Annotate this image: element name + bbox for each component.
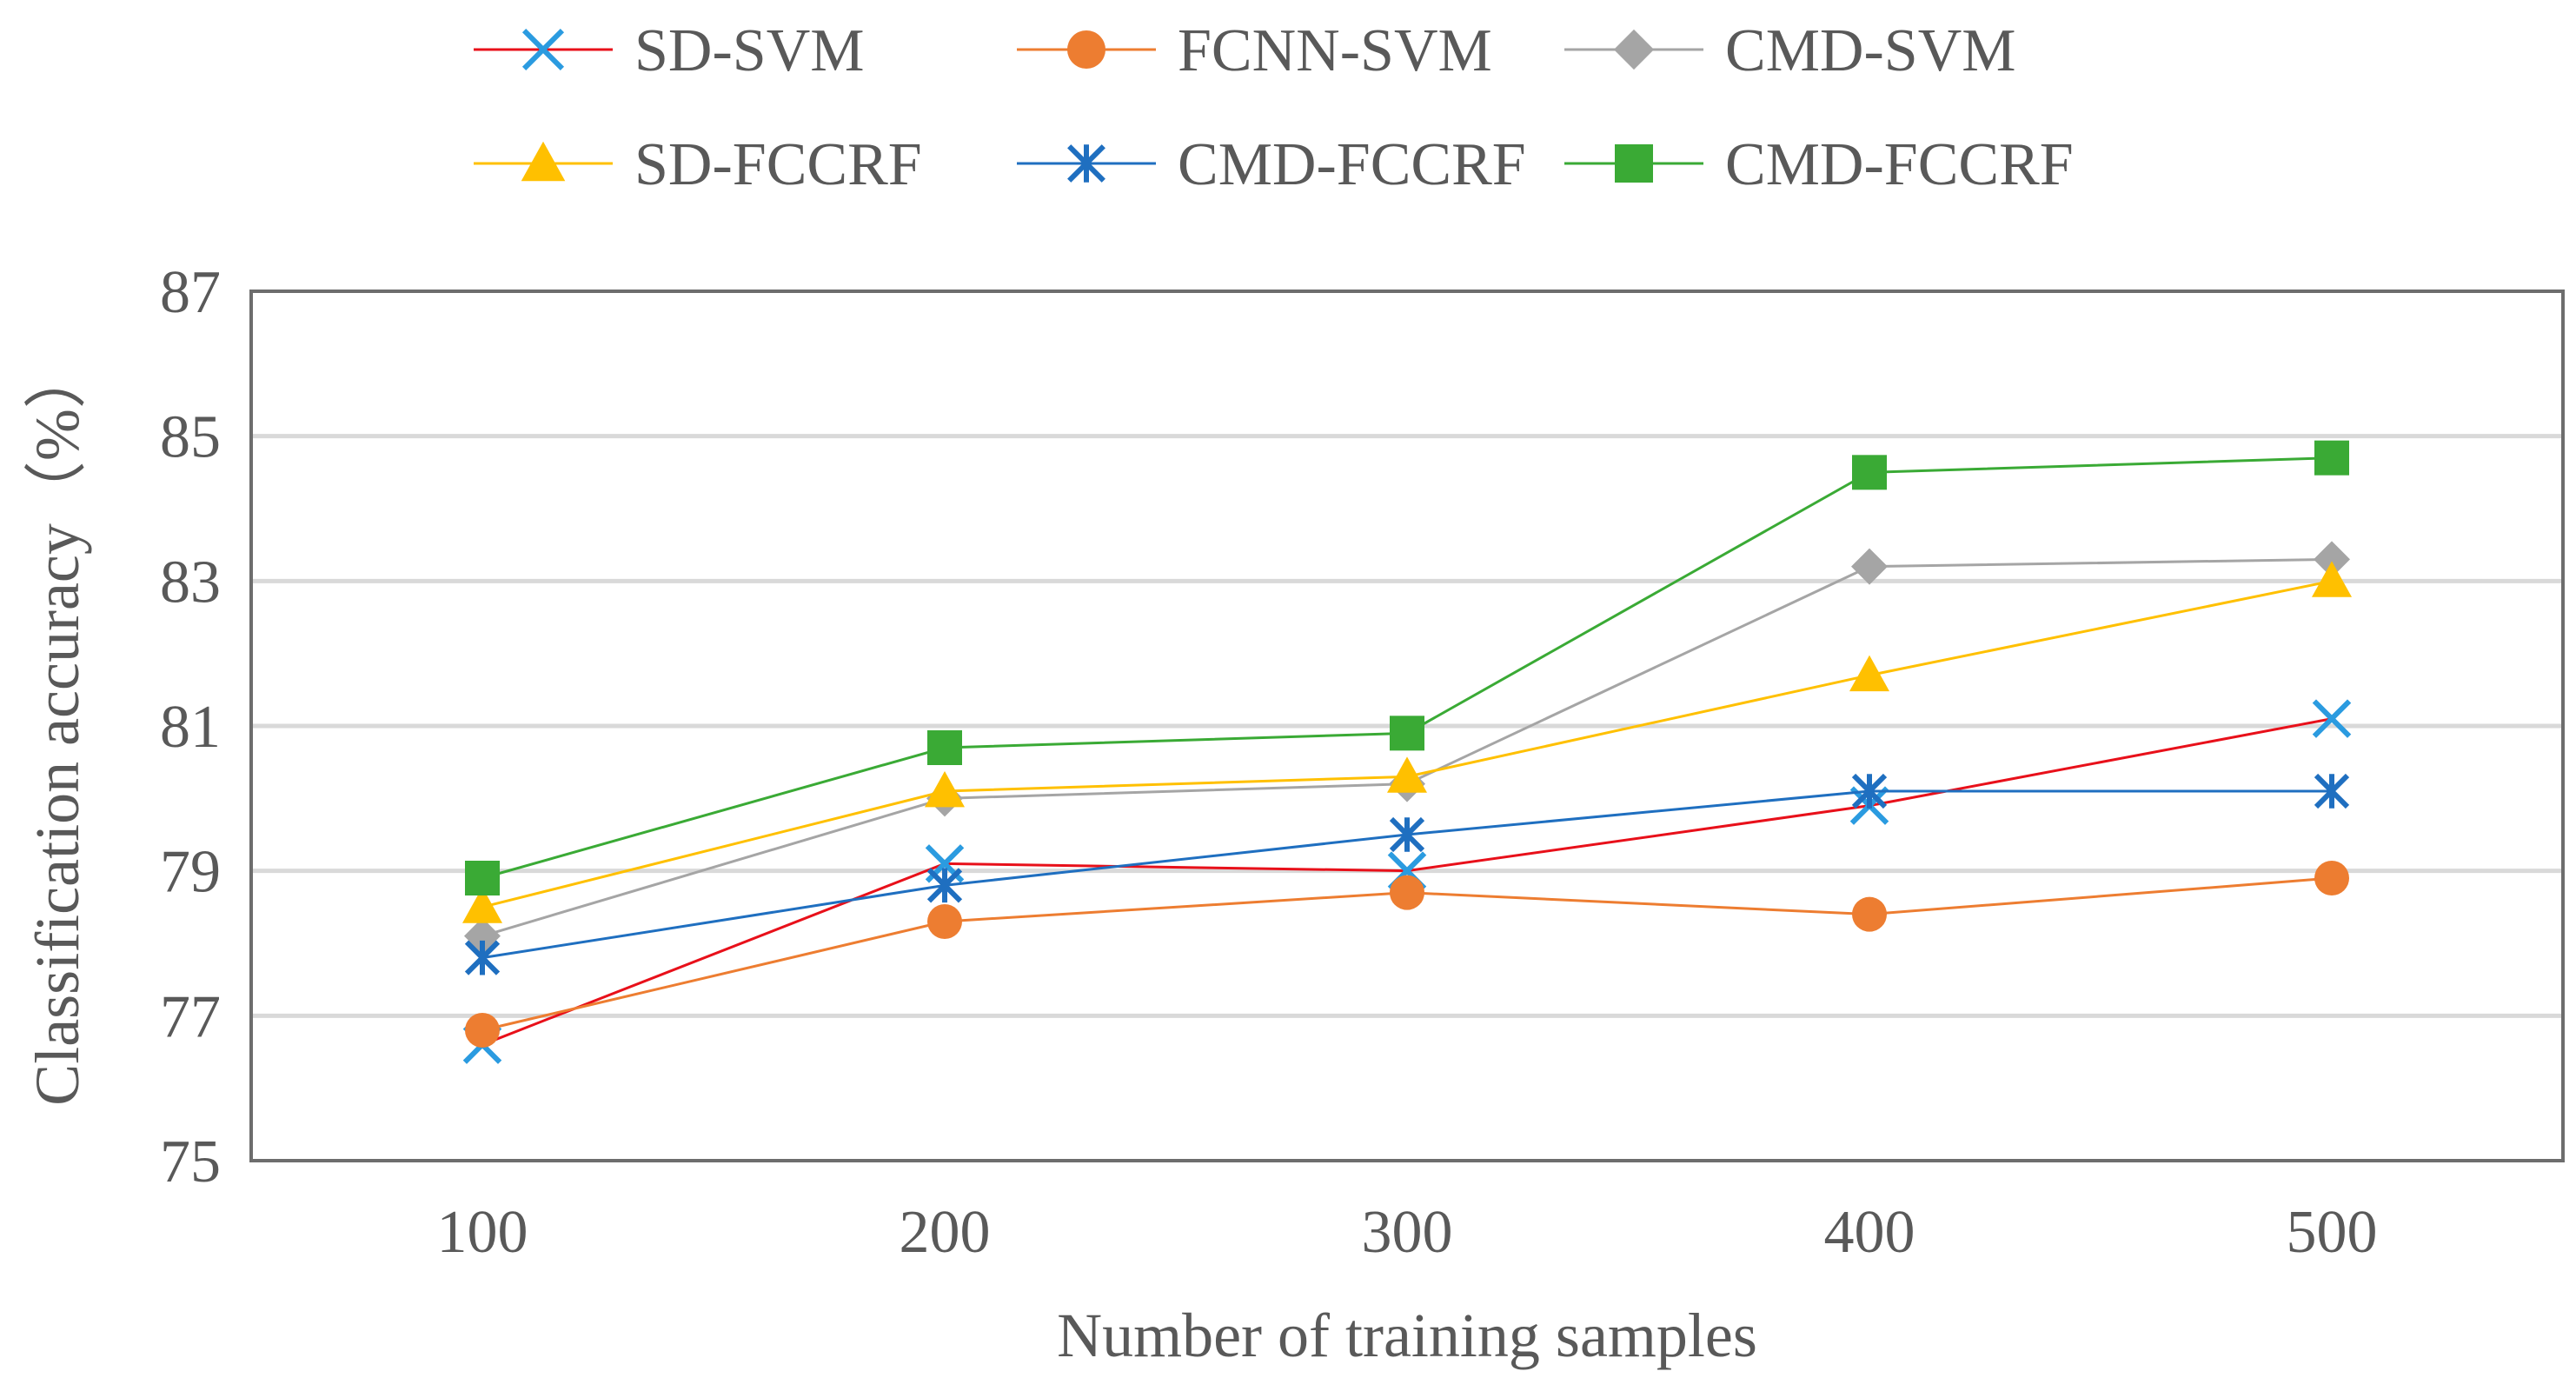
plot-area-frame bbox=[249, 290, 2565, 1162]
data-point bbox=[1851, 548, 1888, 585]
y-tick-label: 81 bbox=[160, 694, 221, 761]
y-tick-label: 83 bbox=[160, 549, 221, 616]
x-tick-label: 500 bbox=[2287, 1199, 2378, 1266]
legend-label: SD-FCCRF bbox=[634, 131, 922, 198]
legend-label: SD-SVM bbox=[634, 17, 865, 84]
legend-label: CMD-SVM bbox=[1725, 17, 2016, 84]
y-tick-label: 77 bbox=[160, 983, 221, 1050]
legend-label: FCNN-SVM bbox=[1178, 17, 1492, 84]
legend-marker bbox=[1067, 30, 1105, 69]
legend-item: CMD-FCCRF bbox=[1017, 131, 1526, 198]
data-point bbox=[2312, 699, 2352, 738]
legend-marker bbox=[1615, 144, 1653, 183]
data-point bbox=[1851, 773, 1888, 809]
legend-marker bbox=[521, 141, 566, 182]
y-axis-label: Classification accuracy（%） bbox=[23, 346, 92, 1106]
series-cmd-fccrf bbox=[465, 440, 2349, 895]
data-point bbox=[2312, 561, 2352, 597]
x-tick-label: 300 bbox=[1362, 1199, 1453, 1266]
data-point bbox=[1390, 716, 1424, 751]
data-point bbox=[1852, 455, 1887, 490]
data-point bbox=[1852, 896, 1887, 932]
data-point bbox=[1387, 756, 1427, 793]
legend-item: CMD-FCCRF bbox=[1564, 131, 2074, 198]
legend-item: SD-FCCRF bbox=[474, 131, 922, 198]
data-point bbox=[465, 861, 500, 895]
data-point bbox=[1390, 875, 1424, 910]
data-point bbox=[465, 1013, 500, 1048]
x-axis-label: Number of training samples bbox=[1057, 1301, 1757, 1370]
data-point bbox=[2314, 861, 2349, 895]
y-axis-ticks: 75 77 79 81 83 85 87 bbox=[160, 259, 221, 1195]
legend-label: CMD-FCCRF bbox=[1725, 131, 2074, 198]
x-tick-label: 200 bbox=[900, 1199, 991, 1266]
legend-marker bbox=[521, 28, 565, 71]
series-fcnn-svm bbox=[465, 861, 2349, 1048]
series-line bbox=[481, 456, 2333, 880]
legend-label: CMD-FCCRF bbox=[1178, 131, 1526, 198]
y-tick-label: 85 bbox=[160, 404, 221, 471]
data-point bbox=[2314, 541, 2350, 578]
data-point bbox=[927, 904, 962, 939]
data-point bbox=[925, 771, 965, 808]
x-axis-ticks: 100 200 300 400 500 bbox=[437, 1199, 2378, 1266]
legend-item: FCNN-SVM bbox=[1017, 17, 1492, 84]
legend-marker bbox=[1067, 144, 1105, 183]
data-point bbox=[1389, 816, 1425, 853]
legend-marker bbox=[1613, 29, 1655, 70]
x-tick-label: 100 bbox=[437, 1199, 528, 1266]
y-tick-label: 87 bbox=[160, 259, 221, 326]
data-point bbox=[2314, 440, 2349, 476]
x-tick-label: 400 bbox=[1824, 1199, 1915, 1266]
series-group bbox=[462, 440, 2352, 1064]
data-point bbox=[927, 730, 962, 765]
y-tick-label: 79 bbox=[160, 839, 221, 906]
data-point bbox=[462, 887, 502, 923]
series-sd-fccrf bbox=[462, 561, 2352, 923]
y-tick-label: 75 bbox=[160, 1128, 221, 1195]
data-point bbox=[464, 940, 501, 975]
legend-item: CMD-SVM bbox=[1564, 17, 2016, 84]
legend-item: SD-SVM bbox=[474, 17, 865, 84]
data-point bbox=[926, 868, 963, 903]
legend: SD-SVM FCNN-SVM CMD-SVM SD-FCCRF CMD-FCCRF CM… bbox=[474, 17, 2074, 198]
data-point bbox=[2314, 773, 2350, 809]
data-point bbox=[1849, 655, 1889, 692]
series-cmd-fccrf bbox=[464, 773, 2350, 975]
